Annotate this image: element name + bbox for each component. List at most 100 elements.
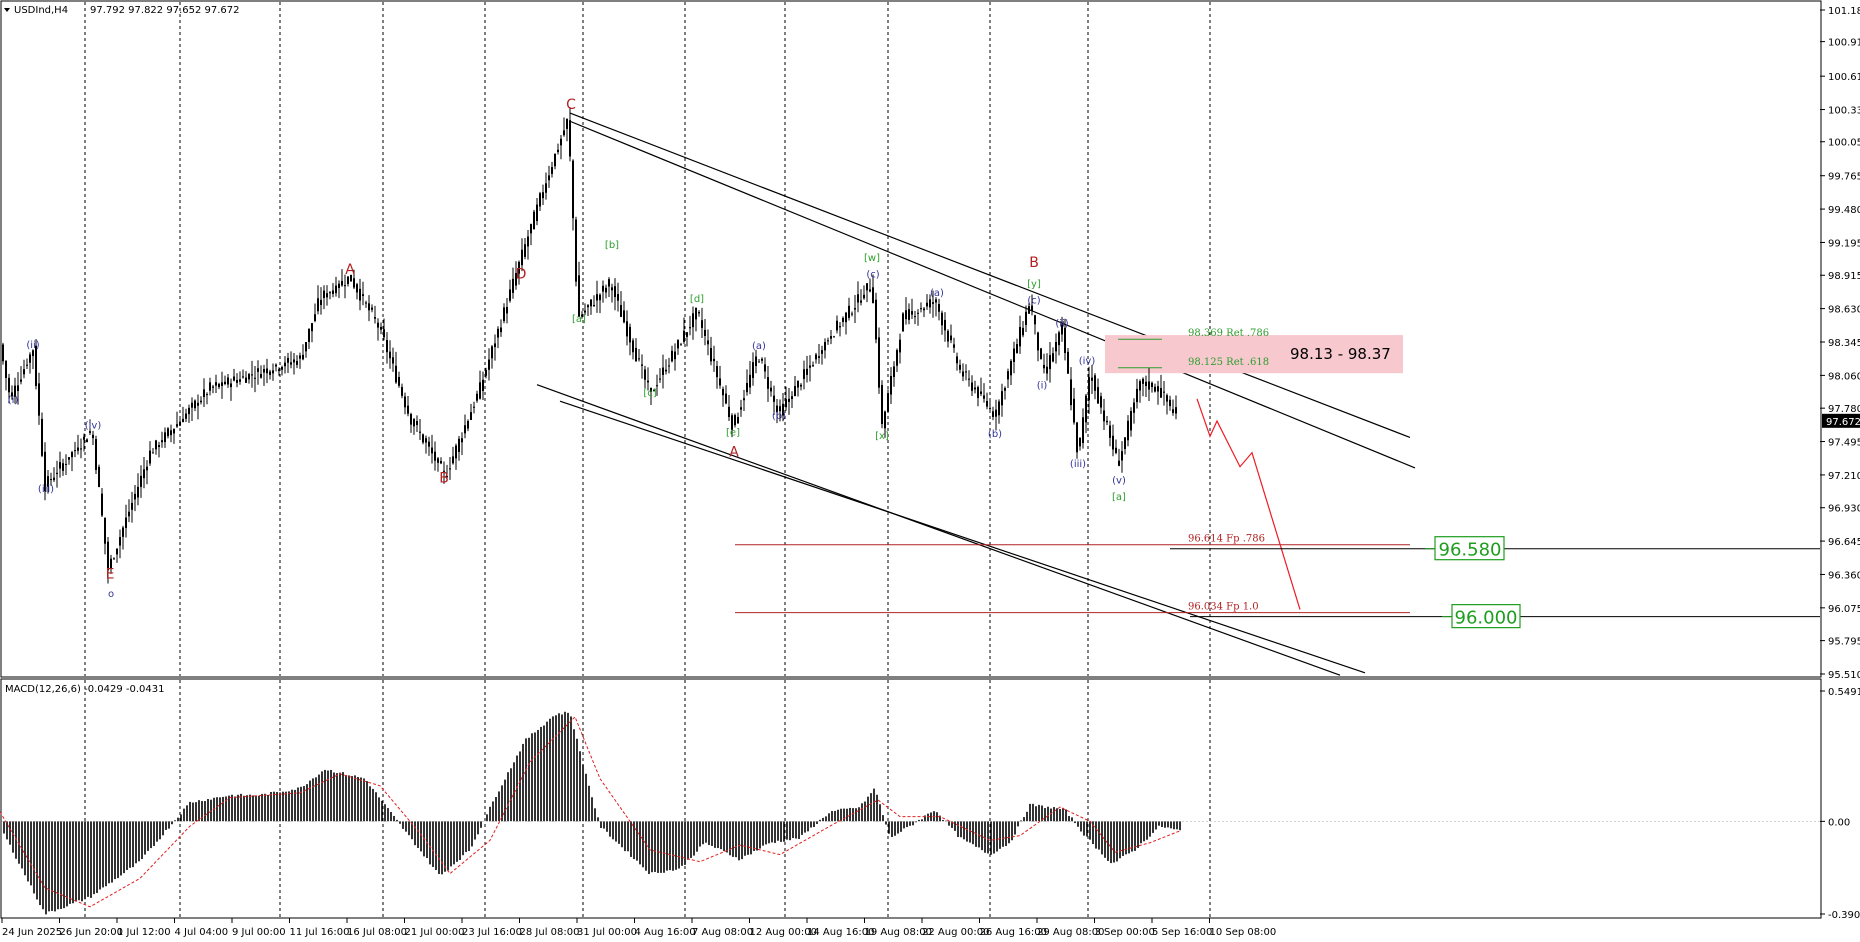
candle-body <box>980 391 982 394</box>
macd-title: MACD(12,26,6) -0.0429 -0.0431 <box>5 684 165 695</box>
candle-body <box>239 379 241 382</box>
candle-body <box>194 400 196 409</box>
candle-body <box>959 364 961 370</box>
candle-body <box>101 493 103 516</box>
chart-header: USDInd,H4 97.792 97.822 97.652 97.672 <box>4 5 240 16</box>
candle-body <box>80 448 82 450</box>
candle-body <box>608 279 610 287</box>
candle-body <box>572 160 574 219</box>
wave-label: o <box>108 589 114 600</box>
candle-body <box>728 406 730 418</box>
candle-body <box>470 412 472 420</box>
candle-body <box>1046 366 1048 374</box>
candle-body <box>707 340 709 345</box>
candle-body <box>1061 324 1063 335</box>
candle-body <box>563 130 565 136</box>
candle-body <box>287 357 289 363</box>
candle-body <box>647 380 649 383</box>
candle-body <box>725 393 727 404</box>
candle-body <box>722 388 724 396</box>
candle-body <box>443 470 445 472</box>
candle-body <box>1118 460 1120 466</box>
candle-body <box>38 383 40 416</box>
candle-body <box>698 312 700 314</box>
candle-body <box>545 183 547 193</box>
candle-body <box>692 313 694 328</box>
candle-body <box>389 351 391 359</box>
candle-body <box>668 365 670 367</box>
macd-histogram <box>2 711 1820 915</box>
candle-body <box>506 306 508 314</box>
wave-label: [w] <box>864 253 880 264</box>
time-tick-label: 16 Jul 08:00 <box>347 927 407 938</box>
candle-body <box>509 289 511 301</box>
candle-body <box>887 393 889 412</box>
candle-body <box>416 421 418 425</box>
time-tick-label: 9 Jul 00:00 <box>232 927 286 938</box>
candle-body <box>452 456 454 464</box>
candle-body <box>776 405 778 413</box>
candle-body <box>1100 396 1102 408</box>
candle-body <box>659 378 661 380</box>
wave-label: (c) <box>1027 295 1040 306</box>
channel-line <box>559 400 1366 674</box>
time-tick-label: 31 Jul 00:00 <box>577 927 637 938</box>
candle-body <box>752 362 754 378</box>
candle-body <box>800 384 802 387</box>
candle-body <box>863 294 865 299</box>
candle-body <box>125 517 127 528</box>
candle-body <box>806 368 808 375</box>
candle-body <box>1076 422 1078 453</box>
wave-label: (b) <box>988 429 1002 440</box>
price-tick-label: 98.630 <box>1828 305 1860 316</box>
candle-body <box>992 411 994 417</box>
candle-body <box>842 317 844 322</box>
candle-body <box>8 377 10 393</box>
candle-body <box>491 346 493 359</box>
candle-body <box>719 378 721 386</box>
fib-level-label: 96.034 Fp 1.0 <box>1188 602 1259 613</box>
candle-body <box>866 283 868 291</box>
candle-body <box>224 381 226 385</box>
candle-body <box>338 283 340 289</box>
candle-body <box>50 479 52 481</box>
candle-body <box>503 307 505 322</box>
candle-body <box>932 302 934 304</box>
candle-body <box>779 406 781 412</box>
candle-body <box>773 395 775 402</box>
channel-lines <box>536 112 1416 676</box>
candle-body <box>548 175 550 181</box>
time-tick-label: 28 Jul 08:00 <box>520 927 580 938</box>
candle-body <box>494 343 496 348</box>
candle-body <box>833 336 835 338</box>
candle-body <box>929 299 931 308</box>
candle-body <box>869 289 871 292</box>
fib-level-label: 96.614 Fp .786 <box>1188 534 1265 545</box>
candle-body <box>521 249 523 266</box>
candle-body <box>410 414 412 425</box>
candle-body <box>434 451 436 461</box>
candle-body <box>266 368 268 374</box>
candle-body <box>359 288 361 301</box>
candle-body <box>644 369 646 380</box>
candle-body <box>533 211 535 230</box>
price-tick-label: 100.910 <box>1828 38 1860 49</box>
candle-body <box>146 466 148 471</box>
candle-body <box>578 275 580 317</box>
candle-body <box>716 366 718 378</box>
wave-label: [x] <box>875 431 889 442</box>
candle-body <box>1094 375 1096 391</box>
candle-body <box>1166 395 1168 402</box>
target-label: 96.000 <box>1455 608 1518 629</box>
candle-body <box>386 339 388 353</box>
candle-body <box>95 439 97 470</box>
time-tick-label: 21 Jul 00:00 <box>405 927 465 938</box>
candle-body <box>623 310 625 323</box>
candle-body <box>995 409 997 417</box>
wave-label: (iii) <box>1070 459 1086 470</box>
candle-body <box>26 364 28 366</box>
wave-label: [a] <box>572 314 586 325</box>
candle-body <box>1169 399 1171 407</box>
candle-body <box>671 350 673 362</box>
